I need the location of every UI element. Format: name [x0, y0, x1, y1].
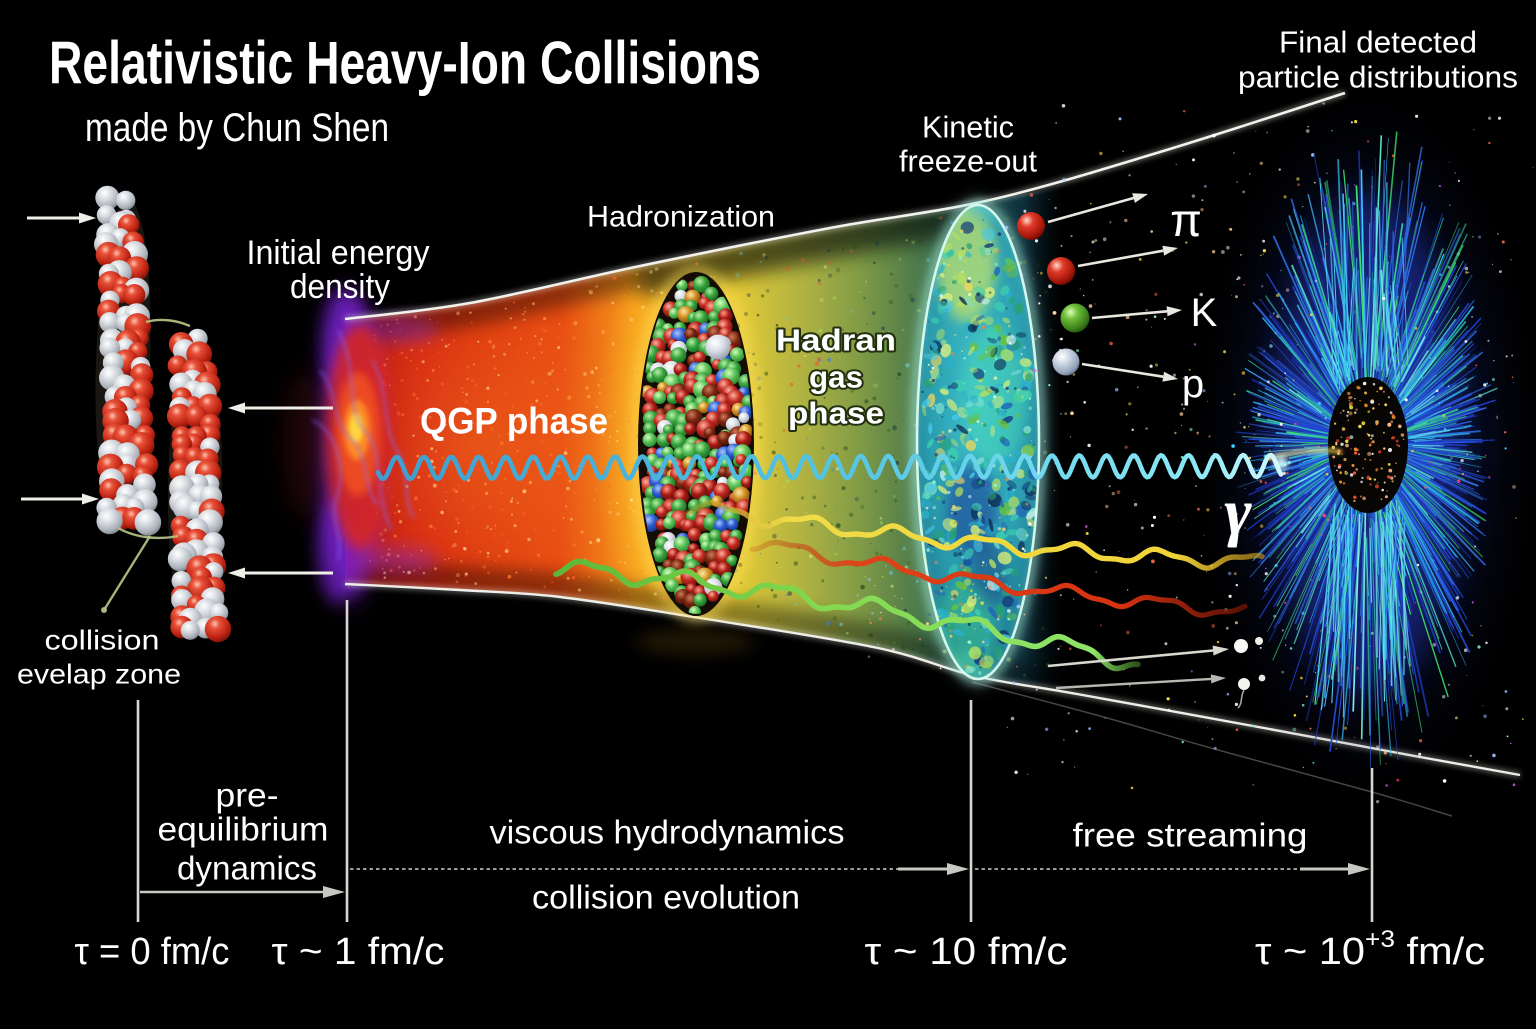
svg-text:phase: phase — [788, 396, 884, 431]
svg-text:π: π — [1170, 194, 1202, 246]
svg-text:K: K — [1191, 291, 1218, 335]
svg-text:Hadran: Hadran — [776, 323, 896, 358]
svg-text:density: density — [290, 268, 390, 306]
svg-text:free streaming: free streaming — [1073, 817, 1308, 854]
svg-text:viscous hydrodynamics: viscous hydrodynamics — [490, 814, 845, 851]
svg-text:freeze-out: freeze-out — [899, 144, 1037, 179]
svg-text:τ = 0 fm/c: τ = 0 fm/c — [75, 931, 230, 973]
svg-text:pre-: pre- — [216, 777, 279, 814]
svg-text:collision evolution: collision evolution — [532, 879, 800, 916]
svg-text:gas: gas — [809, 360, 863, 395]
svg-text:made by Chun Shen: made by Chun Shen — [85, 106, 389, 150]
svg-text:τ ~ 1 fm/c: τ ~ 1 fm/c — [272, 931, 445, 973]
svg-text:Kinetic: Kinetic — [922, 110, 1014, 145]
svg-text:Final detected: Final detected — [1279, 25, 1477, 60]
svg-text:particle distributions: particle distributions — [1238, 60, 1518, 95]
svg-text:Hadronization: Hadronization — [587, 201, 775, 234]
svg-text:equilibrium: equilibrium — [158, 811, 329, 848]
svg-text:evelap zone: evelap zone — [17, 659, 181, 690]
svg-text:γ: γ — [1224, 476, 1252, 549]
svg-text:τ ~ 10 fm/c: τ ~ 10 fm/c — [865, 931, 1068, 973]
svg-text:collision: collision — [45, 625, 160, 656]
svg-text:dynamics: dynamics — [177, 850, 317, 887]
svg-text:Relativistic Heavy-Ion Collisi: Relativistic Heavy-Ion Collisions — [49, 30, 761, 97]
svg-text:QGP phase: QGP phase — [420, 401, 608, 442]
svg-text:Initial energy: Initial energy — [247, 234, 430, 272]
svg-text:p: p — [1182, 362, 1204, 406]
